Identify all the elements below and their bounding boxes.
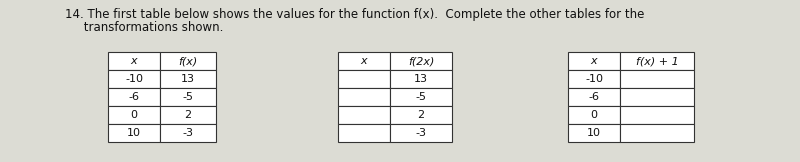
Bar: [338, 124, 390, 142]
Text: 2: 2: [185, 110, 191, 120]
Bar: [390, 70, 452, 88]
Text: -5: -5: [415, 92, 426, 102]
Bar: [108, 106, 160, 124]
Text: 10: 10: [587, 128, 601, 138]
Bar: [108, 52, 160, 70]
Text: -10: -10: [585, 74, 603, 84]
Bar: [390, 88, 452, 106]
Text: x: x: [590, 56, 598, 66]
Text: transformations shown.: transformations shown.: [65, 21, 223, 34]
Bar: [568, 52, 620, 70]
Bar: [160, 124, 216, 142]
Bar: [568, 70, 620, 88]
Bar: [338, 52, 390, 70]
Text: -3: -3: [182, 128, 194, 138]
Text: 13: 13: [414, 74, 428, 84]
Text: f(x) + 1: f(x) + 1: [636, 56, 678, 66]
Text: -10: -10: [125, 74, 143, 84]
Bar: [160, 106, 216, 124]
Text: 10: 10: [127, 128, 141, 138]
Bar: [568, 106, 620, 124]
Bar: [108, 88, 160, 106]
Text: -3: -3: [415, 128, 426, 138]
Bar: [108, 70, 160, 88]
Text: -6: -6: [129, 92, 139, 102]
Bar: [108, 124, 160, 142]
Bar: [620, 88, 694, 106]
Text: 14. The first table below shows the values for the function f(x).  Complete the : 14. The first table below shows the valu…: [65, 8, 644, 21]
Bar: [620, 70, 694, 88]
Text: f(x): f(x): [178, 56, 198, 66]
Text: x: x: [361, 56, 367, 66]
Bar: [160, 70, 216, 88]
Bar: [620, 52, 694, 70]
Bar: [338, 106, 390, 124]
Text: 13: 13: [181, 74, 195, 84]
Text: 2: 2: [418, 110, 425, 120]
Text: -6: -6: [589, 92, 599, 102]
Text: 0: 0: [590, 110, 598, 120]
Bar: [390, 106, 452, 124]
Text: f(2x): f(2x): [408, 56, 434, 66]
Text: -5: -5: [182, 92, 194, 102]
Bar: [338, 88, 390, 106]
Bar: [160, 88, 216, 106]
Bar: [160, 52, 216, 70]
Bar: [620, 124, 694, 142]
Bar: [620, 106, 694, 124]
Bar: [568, 124, 620, 142]
Bar: [338, 70, 390, 88]
Bar: [568, 88, 620, 106]
Bar: [390, 52, 452, 70]
Bar: [390, 124, 452, 142]
Text: x: x: [130, 56, 138, 66]
Text: 0: 0: [130, 110, 138, 120]
